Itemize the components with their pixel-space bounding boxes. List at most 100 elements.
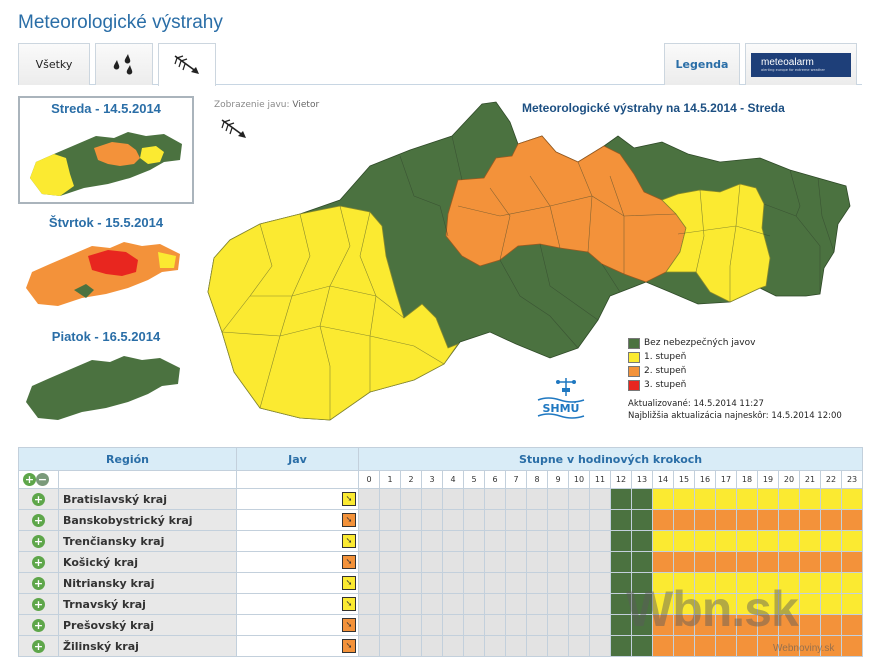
legend-swatch-green — [628, 337, 640, 349]
wind-warning-icon[interactable]: ➘ — [342, 513, 356, 527]
hour-cell — [589, 488, 611, 510]
expand-row-icon[interactable]: + — [32, 555, 45, 569]
wind-warning-icon[interactable]: ➘ — [342, 618, 356, 632]
hour-cell — [526, 635, 548, 657]
hour-cell — [421, 488, 443, 510]
hour-cell — [757, 572, 779, 594]
tab-wind[interactable] — [158, 43, 216, 86]
hour-header-cell: 17 — [715, 470, 737, 489]
tab-meteoalarm[interactable]: meteoalarm alerting europe for extreme w… — [745, 43, 857, 85]
table-row[interactable]: + Žilinský kraj ➘ — [18, 635, 864, 657]
expand-cell: + — [18, 593, 59, 615]
hour-cell — [778, 551, 800, 573]
wind-phenomenon-icon — [221, 119, 246, 138]
hour-cell — [484, 572, 506, 594]
wind-warning-icon[interactable]: ➘ — [342, 534, 356, 548]
day-panel-3[interactable]: Piatok - 16.5.2014 — [18, 328, 194, 424]
col-jav-header[interactable]: Jav — [236, 447, 359, 471]
expand-row-icon[interactable]: + — [32, 618, 45, 632]
hour-cell — [799, 614, 821, 636]
hour-cell — [568, 509, 590, 531]
expand-cell: + — [18, 488, 59, 510]
hour-cell — [799, 530, 821, 552]
wind-warning-icon[interactable]: ➘ — [342, 639, 356, 653]
hour-cell — [379, 635, 401, 657]
slovakia-warning-map[interactable] — [200, 96, 862, 426]
hour-cell — [820, 509, 842, 531]
hour-cell — [358, 593, 380, 615]
day-panel-1[interactable]: Streda - 14.5.2014 — [18, 96, 194, 208]
hour-cell — [463, 530, 485, 552]
hour-header-cell: 10 — [568, 470, 590, 489]
hour-cell — [840, 614, 864, 636]
table-row[interactable]: + Bratislavský kraj ➘ — [18, 488, 864, 510]
hour-cell — [421, 635, 443, 657]
hour-cell — [400, 593, 422, 615]
col-region-header[interactable]: Región — [18, 447, 237, 471]
day-panel-2[interactable]: Štvrtok - 15.5.2014 — [18, 214, 194, 310]
hour-cell — [673, 530, 695, 552]
hour-cell — [400, 551, 422, 573]
wind-warning-icon[interactable]: ➘ — [342, 576, 356, 590]
hour-cell — [715, 593, 737, 615]
update-info: Aktualizované: 14.5.2014 11:27 Najbližši… — [628, 398, 842, 422]
hour-cell — [694, 509, 716, 531]
hour-cell — [358, 635, 380, 657]
jav-cell: ➘ — [236, 551, 359, 573]
hour-header-cell: 15 — [673, 470, 695, 489]
day-box-1[interactable]: Streda - 14.5.2014 — [18, 96, 194, 204]
tab-legend[interactable]: Legenda — [664, 43, 740, 85]
hour-cell — [358, 614, 380, 636]
hour-cell — [589, 635, 611, 657]
table-row[interactable]: + Nitriansky kraj ➘ — [18, 572, 864, 594]
hour-cell — [505, 614, 527, 636]
legend-swatch-orange — [628, 365, 640, 377]
hour-cell — [715, 488, 737, 510]
tab-all[interactable]: Všetky — [18, 43, 90, 85]
hour-cell — [484, 635, 506, 657]
hour-cell — [589, 509, 611, 531]
hour-cell — [505, 509, 527, 531]
hour-cell — [820, 614, 842, 636]
expand-row-icon[interactable]: + — [32, 534, 45, 548]
hour-cell — [694, 530, 716, 552]
table-row[interactable]: + Banskobystrický kraj ➘ — [18, 509, 864, 531]
jav-cell: ➘ — [236, 509, 359, 531]
expand-row-icon[interactable]: + — [32, 492, 45, 506]
hour-cell — [442, 635, 464, 657]
table-row[interactable]: + Trenčiansky kraj ➘ — [18, 530, 864, 552]
expand-row-icon[interactable]: + — [32, 597, 45, 611]
hour-cell — [526, 572, 548, 594]
expand-all-icon[interactable]: + — [23, 473, 36, 486]
hour-cell — [526, 488, 548, 510]
wind-warning-icon[interactable]: ➘ — [342, 597, 356, 611]
expand-row-icon[interactable]: + — [32, 639, 45, 653]
legend-item-level2: 2. stupeň — [628, 364, 755, 378]
hour-cell — [736, 635, 758, 657]
hour-cell — [840, 593, 864, 615]
hour-cell — [505, 488, 527, 510]
hour-cell — [484, 530, 506, 552]
expand-row-icon[interactable]: + — [32, 513, 45, 527]
jav-cell: ➘ — [236, 635, 359, 657]
thumbnail-map-1 — [30, 132, 182, 196]
tab-rain[interactable] — [95, 43, 153, 85]
hour-cell — [652, 593, 674, 615]
zobrazenie-value: Vietor — [292, 100, 320, 110]
hour-cell — [652, 530, 674, 552]
wind-warning-icon[interactable]: ➘ — [342, 555, 356, 569]
table-row[interactable]: + Košický kraj ➘ — [18, 551, 864, 573]
wind-warning-icon[interactable]: ➘ — [342, 492, 356, 506]
jav-cell: ➘ — [236, 572, 359, 594]
hour-cell — [589, 551, 611, 573]
hour-cell — [442, 572, 464, 594]
hours-row-spacer — [58, 470, 237, 489]
hour-cell — [463, 635, 485, 657]
meteoalarm-label: meteoalarm — [761, 57, 814, 68]
hour-cell — [840, 509, 864, 531]
collapse-all-icon[interactable]: − — [36, 473, 49, 486]
hour-cell — [715, 509, 737, 531]
table-row[interactable]: + Trnavský kraj ➘ — [18, 593, 864, 615]
expand-row-icon[interactable]: + — [32, 576, 45, 590]
expand-cell: + — [18, 635, 59, 657]
